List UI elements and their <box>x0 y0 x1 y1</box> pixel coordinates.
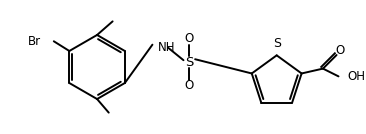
Text: S: S <box>185 56 194 69</box>
Text: O: O <box>185 79 194 92</box>
Text: S: S <box>273 38 281 51</box>
Text: Br: Br <box>28 35 41 48</box>
Text: O: O <box>336 44 345 57</box>
Text: O: O <box>185 32 194 45</box>
Text: NH: NH <box>158 41 176 54</box>
Text: OH: OH <box>347 70 365 83</box>
